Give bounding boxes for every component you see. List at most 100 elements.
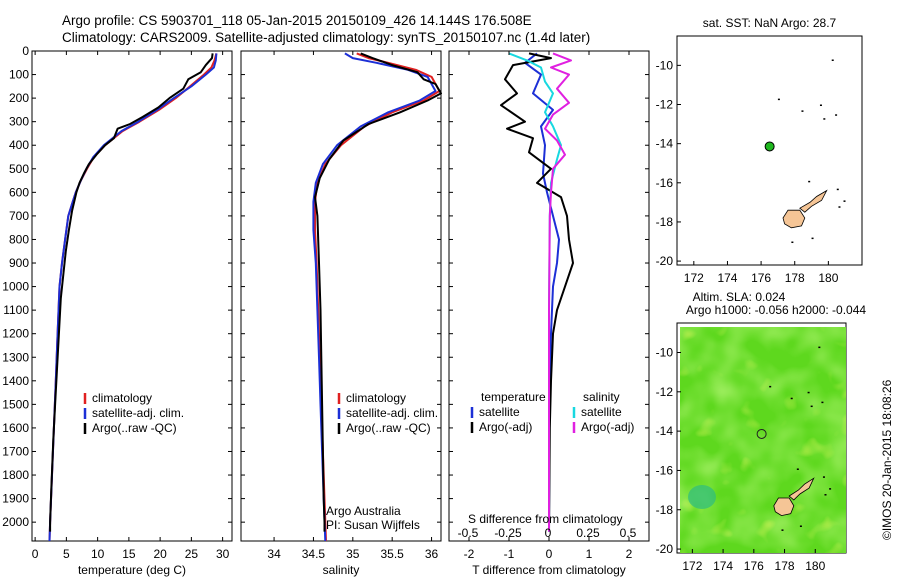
- legend-label: satellite-adj. clim.: [346, 406, 438, 420]
- title-line-2: Climatology: CARS2009. Satellite-adjuste…: [62, 30, 591, 45]
- sla-field: [680, 327, 846, 553]
- x-tick-label: 20: [153, 547, 167, 561]
- map-x-tick-label: 172: [684, 271, 704, 285]
- y-tick-label: 1300: [2, 350, 29, 364]
- small-island: [821, 401, 824, 404]
- small-island: [836, 188, 839, 191]
- small-island: [808, 180, 811, 183]
- y-tick-label: 1800: [2, 468, 29, 482]
- x-tick-label: 25: [185, 547, 199, 561]
- y-tick-label: 2000: [2, 515, 29, 529]
- y-tick-label: 0: [22, 44, 29, 58]
- y-tick-label: 600: [9, 185, 29, 199]
- legend-label: Argo(-adj): [581, 420, 634, 434]
- y-tick-label: 300: [9, 115, 29, 129]
- y-tick-label: 1200: [2, 327, 29, 341]
- small-island: [823, 118, 826, 120]
- y-tick-label: 100: [9, 68, 29, 82]
- y-tick-label: 1500: [2, 397, 29, 411]
- small-island: [810, 405, 813, 408]
- map-y-tick-label: -18: [656, 215, 674, 229]
- small-island: [838, 206, 841, 208]
- series-argo-raw-qc-: [314, 52, 442, 532]
- small-island: [835, 114, 838, 116]
- x-tick-label: 35: [346, 547, 360, 561]
- plot-frame: [240, 50, 442, 542]
- x-axis-label: temperature (deg C): [78, 563, 186, 577]
- map-x-tick-label: 172: [682, 559, 702, 573]
- y-tick-label: 900: [9, 256, 29, 270]
- salinity-plot: 34 34.5 35 35.5 36 salinity climatologysatelli…: [240, 50, 442, 577]
- x-tick-label: -2: [464, 547, 475, 561]
- map-title: sat. SST: NaN Argo: 28.7: [703, 16, 837, 30]
- series-argo-raw-qc-: [49, 53, 214, 532]
- legend-label: Argo(..raw -QC): [346, 421, 431, 435]
- note-line: PI: Susan Wijffels: [326, 518, 420, 532]
- small-island: [819, 104, 822, 107]
- note-line: Argo Australia: [326, 504, 401, 518]
- map-y-tick-label: -10: [656, 58, 674, 72]
- small-island: [822, 476, 825, 478]
- small-island: [829, 488, 832, 490]
- small-island: [801, 110, 804, 112]
- small-island: [831, 59, 834, 61]
- credit-label: ©IMOS 20-Jan-2015 18:08:26: [880, 379, 894, 540]
- map-y-tick-label: -10: [656, 345, 674, 359]
- y-tick-label: 800: [9, 232, 29, 246]
- small-island: [799, 525, 802, 527]
- x-tick-label: 30: [216, 547, 230, 561]
- x-tick-label: 34.5: [302, 547, 326, 561]
- series-temperature-satellite: [524, 52, 560, 532]
- x-tick-label: 15: [122, 547, 136, 561]
- map-x-tick-label: 174: [713, 559, 733, 573]
- small-island: [790, 397, 793, 400]
- legend-title: temperature: [481, 390, 546, 404]
- x-tick-label: 34: [267, 547, 281, 561]
- legend-label: satellite: [479, 405, 520, 419]
- legend-label: Argo(..raw -QC): [92, 421, 177, 435]
- y-tick-label: 200: [9, 91, 29, 105]
- map-x-tick-label: 176: [744, 559, 764, 573]
- s-tick-label: -0.25: [494, 526, 522, 540]
- sst-map: 172 174 176 178 180 -10 -12 -14 -16 -18 -20 sat. SS…: [656, 16, 863, 285]
- legend-label: climatology: [92, 391, 152, 405]
- y-tick-label: 1000: [2, 280, 29, 294]
- s-tick-label: 0.5: [620, 526, 637, 540]
- legend-label: climatology: [346, 391, 406, 405]
- argo-float-marker: [764, 141, 775, 152]
- difference-plot: -2 -1 0 1 2T difference from climatology -0.5…: [448, 50, 650, 577]
- map-x-tick-label: 180: [818, 271, 838, 285]
- y-tick-label: 1900: [2, 492, 29, 506]
- small-island: [781, 529, 784, 531]
- small-island: [791, 241, 794, 244]
- map-y-tick-label: -18: [656, 503, 674, 517]
- map-x-tick-label: 178: [775, 559, 795, 573]
- legend-title: salinity: [583, 390, 620, 404]
- small-island: [824, 494, 827, 496]
- legend-label: Argo(-adj): [479, 420, 532, 434]
- s-tick-label: 0.25: [576, 526, 600, 540]
- x-tick-label: 36: [425, 547, 439, 561]
- x-tick-label: 35.5: [381, 547, 405, 561]
- small-island: [777, 98, 780, 101]
- vanua-levu-island: [788, 477, 815, 501]
- x-tick-label: 5: [63, 547, 70, 561]
- x-tick-label: 2: [626, 547, 633, 561]
- map-x-tick-label: 180: [805, 559, 825, 573]
- x-tick-label: 10: [91, 547, 105, 561]
- series-temperature-argo-adj-: [500, 52, 574, 532]
- title-line-1: Argo profile: CS 5903701_118 05-Jan-2015…: [62, 13, 532, 28]
- series-salinity-argo-adj-: [544, 52, 572, 532]
- y-tick-label: 700: [9, 209, 29, 223]
- small-island: [818, 346, 821, 349]
- s-tick-label: -0.5: [458, 526, 479, 540]
- y-tick-label: 1100: [3, 303, 29, 317]
- viti-levu-island: [782, 209, 806, 229]
- x-axis-label: T difference from climatology: [472, 563, 626, 577]
- map-title: Argo h1000: -0.056 h2000: -0.044: [686, 303, 866, 317]
- small-island: [796, 468, 799, 470]
- temperature-plot: 0100200300400500600700800900100011001200…: [2, 44, 233, 577]
- viti-levu-island: [773, 497, 795, 517]
- map-y-tick-label: -12: [656, 385, 674, 399]
- y-tick-label: 1600: [2, 421, 29, 435]
